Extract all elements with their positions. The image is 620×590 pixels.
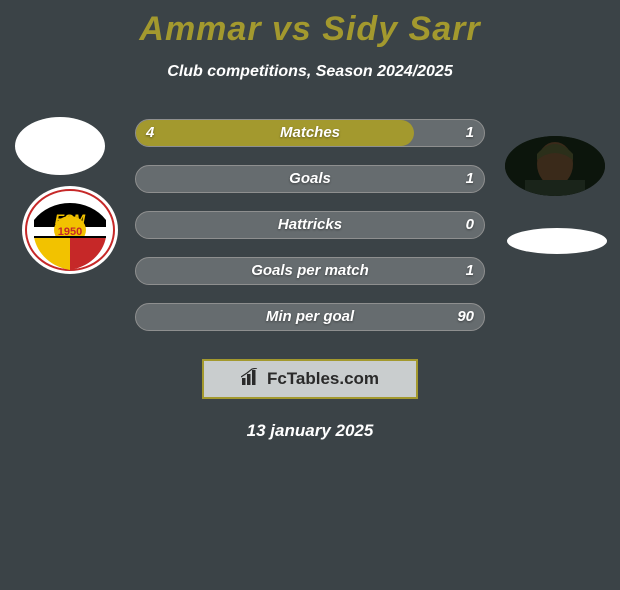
player2-name: Sidy Sarr xyxy=(322,10,480,48)
date-text: 13 january 2025 xyxy=(0,421,620,441)
stat-bar: 4Matches1 xyxy=(135,119,485,147)
stat-bar: Goals1 xyxy=(135,165,485,193)
stat-right-value: 1 xyxy=(466,262,474,279)
player1-name: Ammar xyxy=(139,10,261,48)
bars-icon xyxy=(241,368,263,391)
stat-right-value: 1 xyxy=(466,170,474,187)
stat-label: Hattricks xyxy=(136,216,484,233)
watermark-text: FcTables.com xyxy=(267,369,379,389)
subtitle: Club competitions, Season 2024/2025 xyxy=(0,63,620,81)
stat-right-value: 90 xyxy=(457,308,474,325)
stat-label: Goals per match xyxy=(136,262,484,279)
comparison-card: Ammar vs Sidy Sarr Club competitions, Se… xyxy=(0,10,620,590)
stat-label: Min per goal xyxy=(136,308,484,325)
stat-bar: Hattricks0 xyxy=(135,211,485,239)
vs-text: vs xyxy=(272,10,312,48)
stat-label: Goals xyxy=(136,170,484,187)
watermark-box: FcTables.com xyxy=(202,359,418,399)
stat-right-value: 0 xyxy=(466,216,474,233)
stat-bar: Goals per match1 xyxy=(135,257,485,285)
stat-bar: Min per goal90 xyxy=(135,303,485,331)
page-title: Ammar vs Sidy Sarr xyxy=(0,10,620,49)
stat-label: Matches xyxy=(136,124,484,141)
stats-list: 4Matches1Goals1Hattricks0Goals per match… xyxy=(0,119,620,331)
stat-right-value: 1 xyxy=(466,124,474,141)
